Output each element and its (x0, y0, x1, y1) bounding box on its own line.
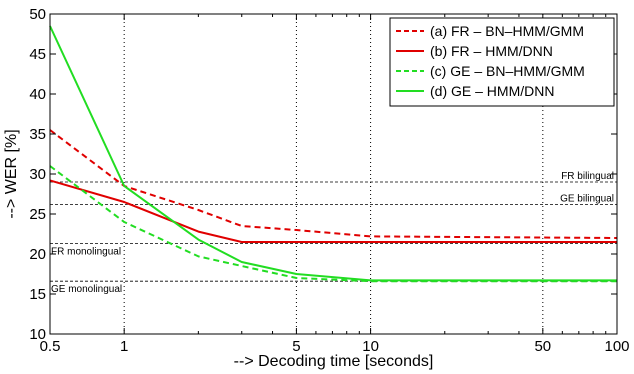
y-tick-label: 20 (29, 246, 46, 263)
series-line (49, 129, 618, 239)
x-tick-label: 0.5 (40, 338, 61, 355)
x-tick-label: 5 (292, 338, 300, 355)
y-tick-label: 45 (29, 46, 46, 63)
legend: (a) FR – BN–HMM/GMM (b) FR – HMM/DNN (c) G… (389, 17, 615, 107)
y-tick-label: 10 (29, 326, 46, 343)
series-layer (49, 25, 618, 283)
y-tick-label: 25 (29, 206, 46, 223)
legend-label: (d) GE – HMM/DNN (430, 83, 554, 99)
y-tick-label: 35 (29, 126, 46, 143)
x-tick-label: 50 (534, 338, 551, 355)
x-axis-title: --> Decoding time [seconds] (234, 353, 434, 370)
reference-line-label: FR monolingual (51, 247, 121, 258)
legend-box (389, 17, 615, 107)
y-tick-label: 40 (29, 86, 46, 103)
reference-line-label: FR bilingual (561, 171, 614, 182)
series-line (49, 165, 617, 283)
reference-line-label: GE monolingual (51, 284, 122, 295)
legend-label: (b) FR – HMM/DNN (430, 43, 553, 59)
reference-line-label: GE bilingual (560, 193, 614, 204)
series-line (49, 25, 617, 282)
grid-layer (123, 14, 544, 334)
legend-label: (c) GE – BN–HMM/GMM (430, 63, 585, 79)
y-axis-title: --> WER [%] (3, 129, 20, 218)
x-tick-label: 1 (120, 338, 128, 355)
x-tick-label: 100 (604, 338, 629, 355)
y-tick-label: 30 (29, 166, 46, 183)
y-tick-label: 15 (29, 286, 46, 303)
y-tick-label: 50 (29, 6, 46, 23)
legend-label: (a) FR – BN–HMM/GMM (430, 23, 584, 39)
series-line (49, 179, 617, 243)
x-tick-label: 10 (362, 338, 379, 355)
